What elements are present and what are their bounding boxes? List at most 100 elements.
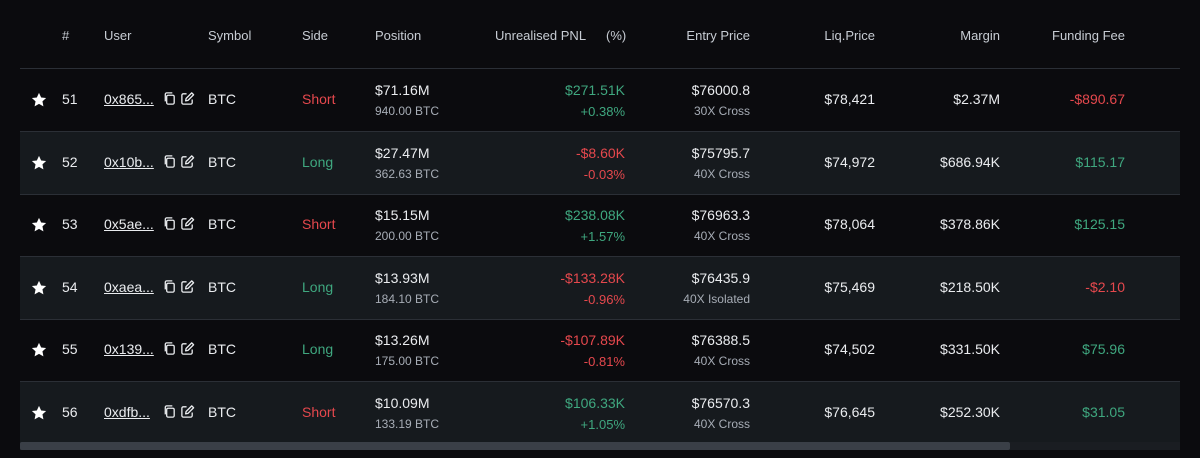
user-address-link[interactable]: 0x10b... xyxy=(104,153,154,170)
leverage-mode: 30X Cross xyxy=(693,104,750,118)
header-rank: # xyxy=(62,28,70,43)
leverage-mode: 40X Cross xyxy=(693,166,750,181)
row-rank: 55 xyxy=(62,341,78,357)
position-size-btc: 362.63 BTC xyxy=(375,166,440,181)
symbol: BTC xyxy=(208,341,236,357)
position-size-btc: 133.19 BTC xyxy=(375,416,440,431)
pnl-percent: +1.05% xyxy=(580,416,625,432)
funding-fee: $115.17 xyxy=(1075,153,1125,170)
liq-price: $74,972 xyxy=(824,153,875,170)
star-icon[interactable] xyxy=(30,154,48,172)
user-address-link[interactable]: 0xaea... xyxy=(104,278,154,295)
funding-fee: $31.05 xyxy=(1082,403,1125,420)
scrollbar-thumb[interactable] xyxy=(20,442,1010,450)
copy-icon[interactable] xyxy=(162,404,178,420)
edit-icon[interactable] xyxy=(180,404,196,420)
table-row[interactable]: 52 0x10b... BTC Long $27.47M 362.63 BTC -$8.60… xyxy=(20,131,1180,195)
user-address-link[interactable]: 0xdfb... xyxy=(104,403,150,420)
side-label: Short xyxy=(302,91,336,107)
margin: $252.30K xyxy=(940,403,1000,420)
horizontal-scrollbar[interactable] xyxy=(20,442,1180,450)
edit-icon[interactable] xyxy=(180,279,196,295)
unrealised-pnl: -$133.28K xyxy=(560,269,625,286)
leverage-mode: 40X Isolated xyxy=(683,291,750,306)
table-row[interactable]: 53 0x5ae... BTC Short $15.15M 200.00 BTC $238.… xyxy=(20,194,1180,257)
margin: $218.50K xyxy=(940,278,1000,295)
user-address-link[interactable]: 0x865... xyxy=(104,91,154,107)
symbol: BTC xyxy=(208,91,236,107)
position-value: $15.15M xyxy=(375,207,430,223)
edit-icon[interactable] xyxy=(180,91,196,107)
copy-icon[interactable] xyxy=(162,279,178,295)
side-label: Short xyxy=(302,403,336,420)
table-row[interactable]: 51 0x865... BTC Short $71.16M 940.00 BTC $271.… xyxy=(20,69,1180,132)
side-label: Short xyxy=(302,216,336,232)
unrealised-pnl: -$107.89K xyxy=(560,332,625,348)
symbol: BTC xyxy=(208,153,236,170)
row-rank: 54 xyxy=(62,278,78,295)
funding-fee: $125.15 xyxy=(1074,216,1125,232)
user-address-link[interactable]: 0x139... xyxy=(104,341,154,357)
margin: $686.94K xyxy=(940,153,1000,170)
pnl-percent: -0.03% xyxy=(583,166,625,182)
copy-icon[interactable] xyxy=(162,341,178,357)
liq-price: $74,502 xyxy=(824,341,875,357)
star-icon[interactable] xyxy=(30,404,48,422)
entry-price: $76570.3 xyxy=(691,394,750,411)
position-size-btc: 184.10 BTC xyxy=(375,291,440,306)
header-symbol: Symbol xyxy=(208,28,252,43)
edit-icon[interactable] xyxy=(180,216,196,232)
liq-price: $76,645 xyxy=(824,403,875,420)
star-icon[interactable] xyxy=(30,216,48,234)
position-value: $10.09M xyxy=(375,394,430,411)
header-position: Position xyxy=(375,28,422,43)
entry-price: $75795.7 xyxy=(691,144,750,161)
position-value: $27.47M xyxy=(375,144,430,161)
funding-fee: -$2.10 xyxy=(1085,278,1125,295)
funding-fee: -$890.67 xyxy=(1069,91,1125,107)
position-size-btc: 200.00 BTC xyxy=(375,229,440,243)
leverage-mode: 40X Cross xyxy=(693,354,750,368)
table-header: # User Symbol Side Position Unrealised P… xyxy=(20,0,1180,69)
row-rank: 51 xyxy=(62,91,78,107)
header-unrealised-pnl: Unrealised PNL xyxy=(495,28,587,43)
margin: $331.50K xyxy=(940,341,1000,357)
entry-price: $76435.9 xyxy=(691,269,750,286)
entry-price: $76388.5 xyxy=(691,332,750,348)
symbol: BTC xyxy=(208,216,236,232)
table-row[interactable]: 56 0xdfb... BTC Short $10.09M 133.19 BTC $106.… xyxy=(20,381,1180,445)
margin: $2.37M xyxy=(953,91,1000,107)
liq-price: $78,421 xyxy=(824,91,875,107)
table-row[interactable]: 54 0xaea... BTC Long $13.93M 184.10 BTC -$133.… xyxy=(20,256,1180,320)
edit-icon[interactable] xyxy=(180,154,196,170)
unrealised-pnl: $271.51K xyxy=(565,82,625,98)
side-label: Long xyxy=(302,153,334,170)
star-icon[interactable] xyxy=(30,279,48,297)
side-label: Long xyxy=(302,341,334,357)
star-icon[interactable] xyxy=(30,91,48,109)
pnl-percent: -0.96% xyxy=(583,291,625,307)
header-pnl-percent: (%) xyxy=(606,28,627,43)
position-size-btc: 940.00 BTC xyxy=(375,104,440,118)
entry-price: $76963.3 xyxy=(691,207,750,223)
unrealised-pnl: $238.08K xyxy=(565,207,625,223)
row-rank: 52 xyxy=(62,153,78,170)
copy-icon[interactable] xyxy=(162,216,178,232)
header-entry-price: Entry Price xyxy=(686,28,750,43)
position-value: $13.93M xyxy=(375,269,430,286)
funding-fee: $75.96 xyxy=(1082,341,1125,357)
user-address-link[interactable]: 0x5ae... xyxy=(104,216,154,232)
edit-icon[interactable] xyxy=(180,341,196,357)
entry-price: $76000.8 xyxy=(691,82,750,98)
pnl-percent: -0.81% xyxy=(583,354,625,369)
copy-icon[interactable] xyxy=(162,154,178,170)
row-rank: 56 xyxy=(62,403,78,420)
side-label: Long xyxy=(302,278,334,295)
pnl-percent: +1.57% xyxy=(580,229,625,244)
unrealised-pnl: $106.33K xyxy=(565,394,625,411)
leverage-mode: 40X Cross xyxy=(693,229,750,243)
table-row[interactable]: 55 0x139... BTC Long $13.26M 175.00 BTC -$107.… xyxy=(20,319,1180,382)
star-icon[interactable] xyxy=(30,341,48,359)
copy-icon[interactable] xyxy=(162,91,178,107)
liq-price: $78,064 xyxy=(824,216,875,232)
